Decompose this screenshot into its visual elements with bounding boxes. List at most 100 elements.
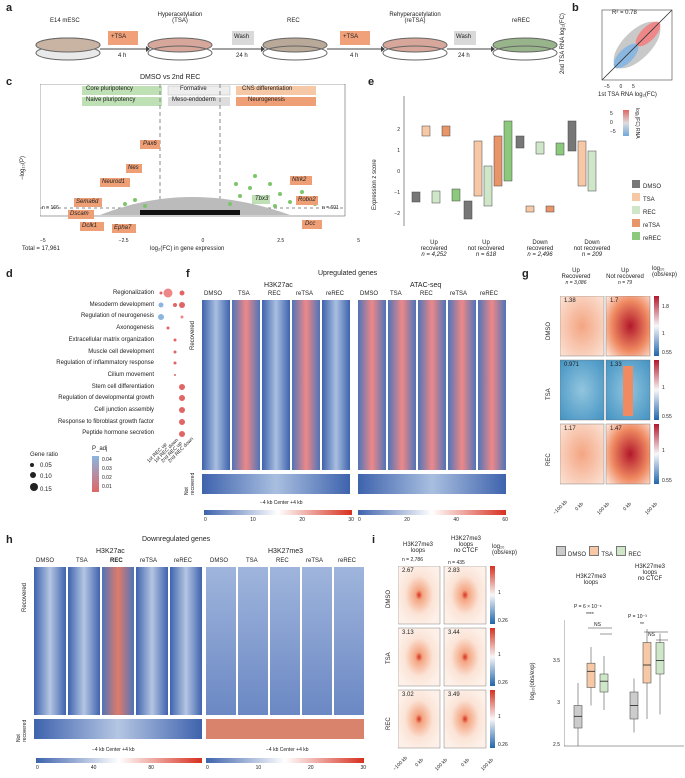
i-cb-mid-2: 1 xyxy=(498,652,501,658)
box-1-rec xyxy=(655,642,665,675)
d-p-ticks: 0.04 0.03 0.02 0.01 xyxy=(102,457,112,490)
h-h2: H3K27me3 xyxy=(268,548,304,555)
g-cbar-2 xyxy=(654,360,659,420)
gene-sema6d: Sema6d xyxy=(76,199,99,205)
i-row-dmso: DMSO xyxy=(386,590,392,608)
gene-epha7: Epha7 xyxy=(114,225,132,231)
step-rerec: reREC xyxy=(512,18,531,24)
d-terms: Regionalization Mesoderm development Regul… xyxy=(56,290,154,437)
panel-b-scatter xyxy=(601,9,673,136)
i-scale: log₁₀ (obs/exp) xyxy=(492,544,518,556)
panel-d-dots xyxy=(158,288,185,437)
gene-neurod1: Neurod1 xyxy=(102,179,126,185)
i-box1-title: H3K27me3 loops xyxy=(575,574,607,586)
g-cb-ticks-1: 1.8 1 xyxy=(662,304,669,337)
b-cbar-label: log₂(FC) RNA xyxy=(634,108,640,139)
time-1: 4 h xyxy=(118,53,127,59)
panel-label-b: b xyxy=(572,2,579,14)
d-xcats: 1st REC up 1st REC down 2nd REC up 2nd R… xyxy=(146,436,196,465)
panel-label-i: i xyxy=(372,534,376,546)
gene-tbx3: Tbx3 xyxy=(255,196,269,202)
f-cbar-1 xyxy=(204,510,352,515)
panel-f-heatmaps xyxy=(202,300,506,494)
panel-label-d: d xyxy=(6,268,13,280)
time-2: 24 h xyxy=(236,53,248,59)
i-cbar-3 xyxy=(490,690,495,748)
g-cbar-1 xyxy=(654,296,659,356)
h-h1: H3K27ac xyxy=(96,548,125,555)
b-xticks: −5 0 5 xyxy=(604,84,635,90)
panel-g-maps xyxy=(560,296,651,485)
c-leg-cns: CNS differentiation xyxy=(242,86,293,92)
box-0-rec xyxy=(599,673,609,693)
i-legend: DMSO TSA REC xyxy=(556,546,641,558)
f-cbar2-ticks: 0 20 40 60 xyxy=(358,517,508,523)
h-cbar-1 xyxy=(36,758,202,763)
h-row-recovered: Recovered xyxy=(22,582,28,612)
time-4: 24 h xyxy=(458,53,470,59)
g-row-tsa: TSA xyxy=(546,388,552,400)
dish-4 xyxy=(382,37,448,61)
i-boxplots xyxy=(564,620,684,747)
box-1-tsa xyxy=(642,642,652,684)
f-row-recovered: Recovered xyxy=(190,320,196,350)
i-val-5: 3.02 xyxy=(402,692,414,698)
c-leg-neuro: Neurogenesis xyxy=(248,97,286,103)
gene-pax6: Pax6 xyxy=(143,141,157,147)
h-title: Downregulated genes xyxy=(142,536,211,543)
gene-nes: Nes xyxy=(128,165,139,171)
i-val-1: 2.67 xyxy=(402,568,414,574)
g-col2: Up Not recovered n = 79 xyxy=(606,268,644,286)
g-val-1: 1.38 xyxy=(564,298,576,304)
f-h2: ATAC-seq xyxy=(410,282,442,289)
i-cb-low-2: 0.26 xyxy=(498,680,508,686)
gene-dcc: Dcc xyxy=(305,221,316,227)
i-s1: **** xyxy=(586,612,594,618)
panel-h-heatmaps xyxy=(34,567,364,739)
c-n-left: n = 166 xyxy=(42,205,59,211)
i-val-6: 3.49 xyxy=(448,692,460,698)
g-scale: log₁₀ (obs/exp) xyxy=(652,266,678,278)
b-cbar-ticks: 5 0 −5 xyxy=(610,111,616,135)
b-xlabel: 1st TSA RNA log₂(FC) xyxy=(598,92,657,98)
i-col1: H3K27me3 loops xyxy=(402,542,434,554)
g-cbar-3 xyxy=(654,424,659,484)
c-leg-core: Core pluripotency xyxy=(86,86,134,92)
e-group-1: Up recovered n = 4,252 xyxy=(420,240,448,258)
gene-robo2: Robo2 xyxy=(298,197,316,203)
h-cbar-2 xyxy=(206,758,364,763)
f-cbar1-ticks: 0 10 20 30 xyxy=(204,517,354,523)
panel-label-f: f xyxy=(186,268,190,280)
g-cb-low-1: 0.55 xyxy=(662,350,672,356)
i-n2: n = 435 xyxy=(448,560,465,566)
g-xticks: −100 kb 0 kb 100 kb 0 kb 100 kb xyxy=(552,499,659,517)
i-row-tsa: TSA xyxy=(386,652,392,664)
gene-dclk1: Dclk1 xyxy=(82,223,98,229)
e-legend: DMSO TSA REC reTSA reREC xyxy=(632,180,661,245)
panel-a-diagram xyxy=(35,31,558,61)
i-val-2: 2.83 xyxy=(448,568,460,574)
panel-c-volcano xyxy=(40,84,346,233)
c-leg-naive: Naive pluripotency xyxy=(86,97,136,103)
box-0-tsa xyxy=(586,662,596,688)
h-cbar1-ticks: 0 40 80 xyxy=(36,765,154,771)
i-s2: ** xyxy=(640,622,644,628)
h-row-notrecovered: Not recovered xyxy=(16,719,28,742)
i-cb-low-1: 0.26 xyxy=(498,618,508,624)
i-ns1: NS xyxy=(594,622,601,628)
step-tsa: Hyperacetylation (TSA) xyxy=(157,12,203,24)
g-val-6: 1.47 xyxy=(610,426,622,432)
c-ylabel: −log₁₀(P) xyxy=(20,155,26,180)
gene-dscam: Dscam xyxy=(70,211,89,217)
i-col2: H3K27me3 loops no CTCF xyxy=(450,536,482,554)
g-row-dmso: DMSO xyxy=(546,322,552,340)
i-val-4: 3.44 xyxy=(448,630,460,636)
e-ylabel: Expression z score xyxy=(372,159,378,210)
g-cb-low-3: 0.55 xyxy=(662,478,672,484)
g-val-2: 1.7 xyxy=(610,298,619,304)
h-axis-2: −4 kb Center +4 kb xyxy=(266,747,309,753)
c-leg-formative: Formative xyxy=(180,86,207,92)
wash-box-1: Wash xyxy=(234,34,250,40)
c-title: DMSO vs 2nd REC xyxy=(140,74,201,81)
g-col1: Up Recovered n = 3,086 xyxy=(561,268,591,286)
